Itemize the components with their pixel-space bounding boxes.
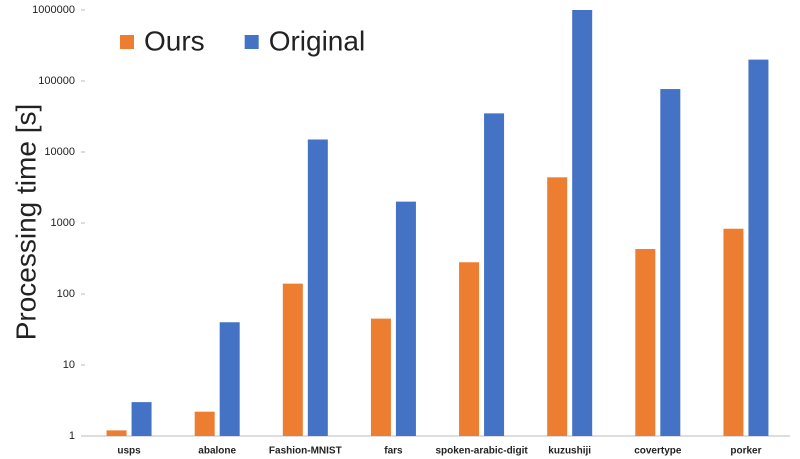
x-tick-label: fars bbox=[384, 446, 403, 457]
x-tick-label: porker bbox=[730, 446, 761, 457]
y-tick-label: 100000 bbox=[38, 75, 75, 87]
bar bbox=[459, 262, 480, 436]
y-tick-label: 10 bbox=[63, 359, 75, 371]
x-tick-label: covertype bbox=[634, 446, 682, 457]
bar bbox=[748, 59, 769, 437]
bar bbox=[194, 411, 215, 436]
x-tick-label: abalone bbox=[198, 446, 236, 457]
legend-swatch bbox=[244, 35, 259, 49]
y-tick-label: 100 bbox=[57, 288, 75, 300]
y-axis-label: Processing time [s] bbox=[10, 104, 41, 341]
bar bbox=[370, 318, 391, 436]
bar bbox=[395, 201, 416, 436]
y-tick-label: 1000000 bbox=[32, 4, 75, 16]
bar bbox=[282, 283, 303, 436]
bar bbox=[572, 10, 593, 436]
y-tick-label: 1 bbox=[69, 430, 75, 442]
bar bbox=[723, 228, 744, 436]
bar bbox=[219, 322, 240, 436]
y-tick-label: 10000 bbox=[44, 146, 75, 158]
y-tick-label: 1000 bbox=[51, 217, 75, 229]
bar bbox=[635, 249, 656, 436]
x-tick-label: Fashion-MNIST bbox=[269, 446, 342, 457]
legend-label: Ours bbox=[144, 25, 205, 56]
bar bbox=[307, 139, 328, 436]
bar bbox=[660, 89, 681, 437]
x-tick-label: usps bbox=[117, 446, 141, 457]
bar bbox=[131, 402, 152, 436]
x-tick-label: spoken-arabic-digit bbox=[435, 446, 528, 457]
bar bbox=[547, 177, 568, 436]
x-tick-label: kuzushiji bbox=[548, 446, 591, 457]
bar bbox=[106, 430, 127, 436]
legend-label: Original bbox=[269, 25, 365, 56]
bar bbox=[484, 113, 505, 437]
legend-swatch bbox=[120, 35, 134, 49]
